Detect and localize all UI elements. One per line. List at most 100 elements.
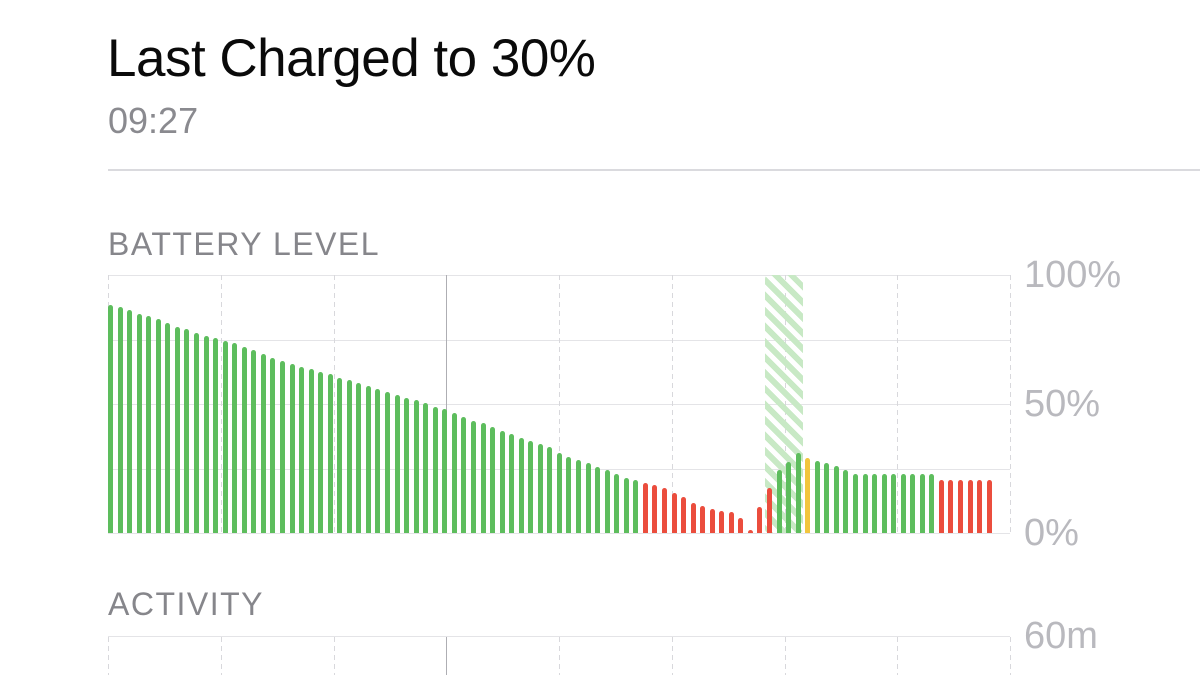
battery-level-bar[interactable] <box>595 467 601 533</box>
battery-level-bar[interactable] <box>365 385 371 533</box>
battery-level-bar[interactable] <box>719 511 725 533</box>
battery-level-bar[interactable] <box>499 431 505 533</box>
battery-level-bar[interactable] <box>289 364 295 533</box>
battery-level-bar[interactable] <box>881 473 887 533</box>
battery-level-bar[interactable] <box>833 465 839 533</box>
battery-level-bar[interactable] <box>308 369 314 533</box>
battery-level-bar[interactable] <box>900 473 906 533</box>
battery-level-bar[interactable] <box>728 512 734 533</box>
battery-level-bar[interactable] <box>738 517 744 533</box>
battery-level-bar[interactable] <box>184 329 190 533</box>
battery-level-bar[interactable] <box>958 480 963 533</box>
battery-level-bar[interactable] <box>432 406 438 533</box>
battery-level-bar[interactable] <box>117 307 123 533</box>
battery-level-bar[interactable] <box>442 409 448 533</box>
battery-level-bar[interactable] <box>537 444 543 533</box>
battery-level-bar[interactable] <box>652 485 658 533</box>
battery-level-bar[interactable] <box>270 357 276 533</box>
activity-chart[interactable] <box>108 636 1011 675</box>
battery-level-bar[interactable] <box>852 473 858 533</box>
battery-level-bar[interactable] <box>547 446 553 533</box>
battery-ytick-100: 100% <box>1024 254 1122 296</box>
battery-level-bar[interactable] <box>671 493 677 533</box>
battery-level-bar[interactable] <box>919 473 925 533</box>
battery-level-bar[interactable] <box>604 469 610 533</box>
battery-level-bar[interactable] <box>337 378 343 533</box>
battery-level-bar[interactable] <box>490 427 495 533</box>
battery-level-bar[interactable] <box>709 508 715 533</box>
battery-level-bar[interactable] <box>260 353 266 533</box>
battery-level-bar[interactable] <box>222 340 228 533</box>
battery-level-bar[interactable] <box>986 480 992 533</box>
battery-level-bar[interactable] <box>413 400 419 533</box>
battery-level-bar[interactable] <box>127 309 133 533</box>
battery-level-bar[interactable] <box>862 473 868 533</box>
battery-level-bar[interactable] <box>375 388 381 533</box>
battery-level-bar[interactable] <box>385 392 390 533</box>
battery-level-bar[interactable] <box>155 318 161 533</box>
battery-level-bar[interactable] <box>977 480 983 533</box>
battery-level-bar[interactable] <box>872 473 877 533</box>
battery-level-bar[interactable] <box>528 441 534 533</box>
battery-level-bar[interactable] <box>394 395 400 533</box>
battery-level-bar[interactable] <box>318 371 324 533</box>
battery-level-bar[interactable] <box>404 397 410 533</box>
battery-level-bar[interactable] <box>327 374 333 533</box>
battery-level-bar[interactable] <box>451 413 457 533</box>
battery-level-bar[interactable] <box>566 456 572 533</box>
battery-level-bar[interactable] <box>461 416 467 533</box>
battery-level-bar[interactable] <box>470 420 476 533</box>
battery-level-bar[interactable] <box>480 423 486 533</box>
battery-level-bar[interactable] <box>891 473 897 533</box>
battery-level-bar[interactable] <box>814 460 820 533</box>
gridline-vertical <box>559 637 560 675</box>
battery-level-bar[interactable] <box>633 480 639 533</box>
battery-level-bar[interactable] <box>146 316 152 533</box>
battery-level-bar[interactable] <box>136 313 142 533</box>
battery-level-bar[interactable] <box>681 496 686 533</box>
battery-level-bar[interactable] <box>241 347 247 533</box>
battery-level-chart[interactable] <box>108 275 1011 534</box>
battery-level-bar[interactable] <box>576 459 581 533</box>
battery-level-bar[interactable] <box>279 361 285 533</box>
battery-level-bar[interactable] <box>299 366 304 533</box>
battery-level-bar[interactable] <box>767 487 772 533</box>
battery-level-bar[interactable] <box>805 458 811 533</box>
battery-level-bar[interactable] <box>251 349 257 533</box>
battery-level-bar[interactable] <box>661 487 667 533</box>
battery-level-bar[interactable] <box>213 338 219 533</box>
battery-level-bar[interactable] <box>346 379 352 533</box>
battery-level-bar[interactable] <box>194 333 199 533</box>
battery-level-bar[interactable] <box>824 463 830 533</box>
battery-level-bar[interactable] <box>614 473 620 533</box>
battery-level-bar[interactable] <box>948 480 954 533</box>
battery-level-bar[interactable] <box>108 304 113 533</box>
battery-level-bar[interactable] <box>910 473 916 533</box>
battery-level-bar[interactable] <box>585 463 591 533</box>
battery-level-bar[interactable] <box>232 343 238 533</box>
battery-level-bar[interactable] <box>776 469 782 533</box>
battery-level-bar[interactable] <box>690 503 696 533</box>
battery-level-bar[interactable] <box>757 507 763 533</box>
battery-level-bar[interactable] <box>203 335 209 533</box>
battery-level-bar[interactable] <box>938 480 944 533</box>
battery-level-bar[interactable] <box>747 529 753 533</box>
battery-level-bar[interactable] <box>967 480 973 533</box>
battery-level-bar[interactable] <box>509 433 515 533</box>
battery-level-bar[interactable] <box>556 453 562 533</box>
battery-level-bar[interactable] <box>356 383 362 533</box>
gridline-vertical <box>446 637 448 675</box>
gridline-vertical <box>108 637 109 675</box>
battery-level-bar[interactable] <box>518 437 524 533</box>
battery-level-bar[interactable] <box>843 469 849 533</box>
battery-level-bar[interactable] <box>700 505 706 533</box>
battery-level-bar[interactable] <box>795 453 801 533</box>
battery-level-bar[interactable] <box>423 402 429 533</box>
battery-level-bar[interactable] <box>786 462 792 533</box>
battery-level-bar[interactable] <box>174 326 180 533</box>
battery-level-bar[interactable] <box>929 473 935 533</box>
battery-level-bar[interactable] <box>165 322 171 533</box>
battery-level-bar[interactable] <box>642 482 648 533</box>
battery-level-bar[interactable] <box>623 477 629 533</box>
